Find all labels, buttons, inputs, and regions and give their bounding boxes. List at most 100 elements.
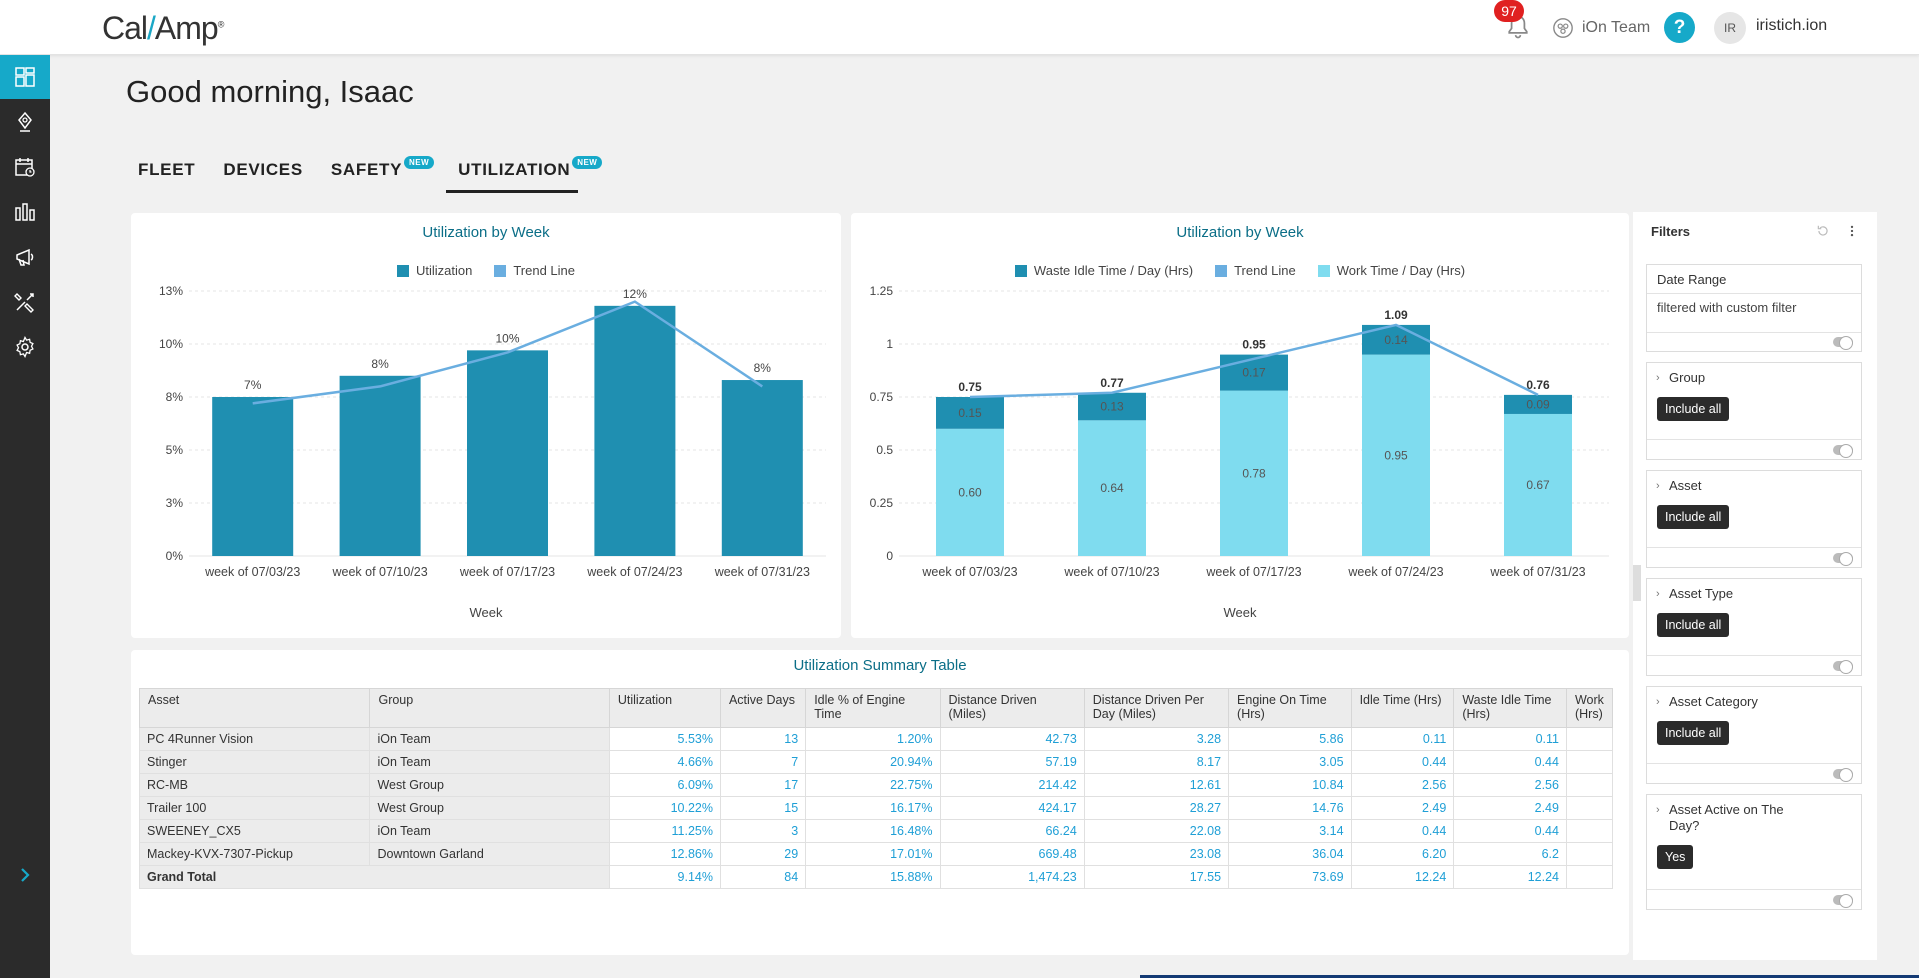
table-cell [1565,773,1613,797]
bottom-progress-bar [1140,975,1919,978]
column-header-engine-on[interactable]: Engine On Time (Hrs) [1228,688,1352,728]
table-cell: 57.19 [939,750,1085,774]
bar [212,397,294,556]
y-tick-label: 8% [166,390,184,404]
sidebar-item-alerts[interactable] [0,235,50,279]
tab-fleet[interactable]: FLEET [138,160,196,179]
include-all-button[interactable]: Include all [1657,505,1730,529]
sidebar-expand[interactable] [0,853,50,897]
table-row[interactable]: Trailer 100 West Group 10.22% 15 16.17% 424.1… [138,796,1613,820]
table-cell: Stinger [138,750,371,774]
filter-toggle[interactable] [1833,768,1853,782]
bar-chart-icon [15,203,35,221]
tab-utilization[interactable]: UTILIZATION NEW [446,156,603,193]
filter-label[interactable]: › Asset [1656,478,1702,493]
username[interactable]: iristich.ion [1756,17,1828,34]
gear-icon [16,336,34,358]
notification-count-badge[interactable]: 97 [1494,0,1524,22]
table-cell: Grand Total [139,865,610,889]
more-menu-icon[interactable] [1845,223,1859,239]
avatar[interactable]: IR [1714,12,1746,44]
include-all-button[interactable]: Include all [1657,613,1730,637]
filter-label[interactable]: › Asset Active on The Day? [1656,802,1784,833]
column-header-distance[interactable]: Distance Driven (Miles) [939,688,1085,728]
table-cell: West Group [369,796,610,820]
tab-safety[interactable]: SAFETY NEW [331,156,435,193]
filter-toggle[interactable] [1833,444,1853,458]
sidebar-item-schedule[interactable] [0,145,50,189]
table-cell: 6.09% [608,773,721,797]
table-cell: 12.24 [1350,865,1455,889]
data-label: 8% [754,361,772,375]
y-tick-label: 0.75 [870,390,894,404]
x-tick-label: week of 07/31/23 [714,565,810,579]
filter-label[interactable]: › Asset Type [1656,586,1734,601]
filters-title: Filters [1651,224,1691,239]
legend-item-work-time[interactable]: Work Time / Day (Hrs) [1317,263,1465,278]
y-tick-label: 1.25 [870,284,894,298]
column-header-utilization[interactable]: Utilization [608,688,721,728]
table-row[interactable]: RC-MB West Group 6.09% 17 22.75% 214.42 12.61 1… [138,773,1613,797]
reset-icon[interactable] [1816,224,1830,238]
table-cell: 0.44 [1453,750,1567,774]
team-selector[interactable]: iOn Team [1552,16,1650,40]
bar-work-time [1504,413,1572,556]
table-cell: 0.11 [1453,727,1567,751]
calamp-logo[interactable]: Cal/Amp® [102,10,224,46]
column-header-distance-per-day[interactable]: Distance Driven Per Day (Miles) [1083,688,1230,728]
date-range-value[interactable]: filtered with custom filter [1657,300,1797,315]
table-cell: West Group [369,773,610,797]
include-all-button[interactable]: Include all [1657,721,1730,745]
legend-item-utilization[interactable]: Utilization [396,263,472,278]
filter-label[interactable]: › Asset Category [1656,694,1758,709]
column-header-idle-time[interactable]: Idle Time (Hrs) [1350,688,1455,728]
chevron-right-icon: › [1656,372,1660,384]
sidebar-item-location[interactable] [0,100,50,144]
table-cell: 13 [719,727,807,751]
legend-item-waste-idle[interactable]: Waste Idle Time / Day (Hrs) [1014,263,1193,278]
chart-title: Utilization by Week [1176,224,1304,241]
table-cell: 16.17% [805,796,941,820]
table-cell: 1.20% [805,727,941,751]
column-header-asset[interactable]: Asset [138,688,371,728]
help-button[interactable]: ? [1664,12,1695,43]
tab-devices[interactable]: DEVICES [223,160,303,179]
table-cell: 3.05 [1228,750,1352,774]
sidebar-item-settings[interactable] [0,325,50,369]
column-header-work[interactable]: Work (Hrs) [1565,688,1613,728]
location-icon [18,111,32,132]
column-header-idle-pct[interactable]: Idle % of Engine Time [805,688,941,728]
column-header-waste-idle[interactable]: Waste Idle Time (Hrs) [1453,688,1567,728]
legend-item-trend-line[interactable]: Trend Line [1215,263,1296,278]
panel-resize-handle[interactable] [1633,565,1641,601]
table-row[interactable]: PC 4Runner Vision iOn Team 5.53% 13 1.20% 42.… [138,727,1613,751]
y-tick-label: 13% [159,284,183,298]
filter-toggle[interactable] [1833,660,1853,674]
table-cell: 2.56 [1453,773,1567,797]
chart-title: Utilization by Week [422,224,550,241]
sidebar-item-maintenance[interactable] [0,280,50,324]
table-cell: 42.73 [939,727,1085,751]
new-badge: NEW [572,156,603,169]
x-tick-label: week of 07/17/23 [459,565,555,579]
column-header-group[interactable]: Group [369,688,610,728]
filter-toggle[interactable] [1833,336,1853,350]
column-header-active-days[interactable]: Active Days [719,688,807,728]
legend-item-trend-line[interactable]: Trend Line [494,263,575,278]
table-row[interactable]: SWEENEY_CX5 iOn Team 11.25% 3 16.48% 66.24 22.… [138,819,1613,843]
table-cell: 22.08 [1083,819,1230,843]
yes-button[interactable]: Yes [1657,845,1694,869]
sidebar-item-dashboard[interactable] [0,55,50,99]
table-row[interactable]: Mackey-KVX-7307-Pickup Downtown Garland 12… [138,842,1613,866]
bar-waste-idle [936,397,1004,429]
table-cell: 10.22% [608,796,721,820]
table-cell: 3 [719,819,807,843]
include-all-button[interactable]: Include all [1657,397,1730,421]
x-tick-label: week of 07/24/23 [1347,565,1443,579]
bar-work-time [1078,420,1146,556]
sidebar-item-reports[interactable] [0,190,50,234]
filter-toggle[interactable] [1833,552,1853,566]
filter-toggle[interactable] [1833,894,1853,908]
filter-label[interactable]: › Group [1656,370,1706,385]
table-row[interactable]: Stinger iOn Team 4.66% 7 20.94% 57.19 8.17 3.05… [138,750,1613,774]
